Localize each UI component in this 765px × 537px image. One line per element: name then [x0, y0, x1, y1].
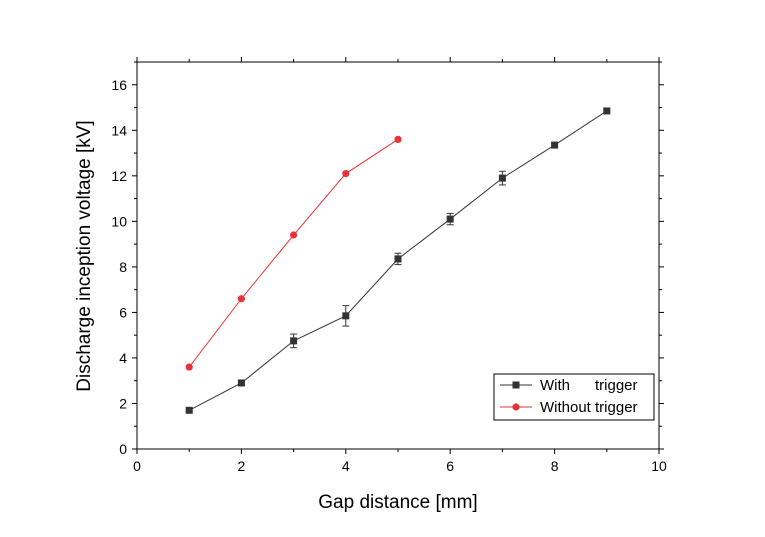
x-tick-label: 2 [238, 458, 246, 474]
series-layer [185, 107, 611, 414]
x-tick-label: 10 [651, 458, 667, 474]
data-point-with-trigger [603, 107, 611, 115]
y-tick-label: 4 [119, 350, 127, 366]
x-tick-label: 8 [551, 458, 559, 474]
data-point-with-trigger [498, 174, 506, 182]
data-point-without-trigger [185, 363, 193, 371]
x-axis-ticks: 0 2 4 6 8 10 [133, 57, 667, 474]
legend-box [493, 373, 655, 421]
y-tick-label: 8 [119, 259, 127, 275]
legend-marker-with-trigger [512, 381, 520, 389]
x-tick-label: 4 [342, 458, 350, 474]
legend-marker-without-trigger [512, 403, 520, 411]
x-axis-title: Gap distance [mm] [318, 492, 477, 513]
y-tick-label: 16 [111, 77, 127, 93]
y-tick-label: 6 [119, 304, 127, 320]
data-point-with-trigger [394, 255, 402, 263]
data-point-without-trigger [394, 135, 402, 143]
data-point-with-trigger [185, 406, 193, 414]
legend-label-with-trigger: With trigger [540, 377, 638, 394]
x-tick-label: 6 [446, 458, 454, 474]
data-point-with-trigger [237, 379, 245, 387]
legend-label-without-trigger: Without trigger [540, 399, 638, 416]
legend: With trigger Without trigger [493, 373, 655, 421]
x-tick-label: 0 [133, 458, 141, 474]
data-point-with-trigger [551, 141, 559, 149]
data-point-without-trigger [290, 231, 298, 239]
data-point-without-trigger [237, 295, 245, 303]
y-axis-ticks: 0 2 4 6 8 10 12 14 16 [111, 61, 664, 457]
data-point-with-trigger [342, 312, 350, 320]
y-tick-label: 12 [111, 168, 127, 184]
data-point-with-trigger [446, 215, 454, 223]
y-axis-title: Discharge inception voltage [kV] [74, 120, 95, 391]
y-tick-label: 0 [119, 441, 127, 457]
series-line-without-trigger [188, 138, 399, 368]
data-point-with-trigger [290, 337, 298, 345]
y-tick-label: 14 [111, 122, 127, 138]
y-tick-label: 10 [111, 213, 127, 229]
y-tick-label: 2 [119, 395, 127, 411]
data-point-without-trigger [342, 169, 350, 178]
